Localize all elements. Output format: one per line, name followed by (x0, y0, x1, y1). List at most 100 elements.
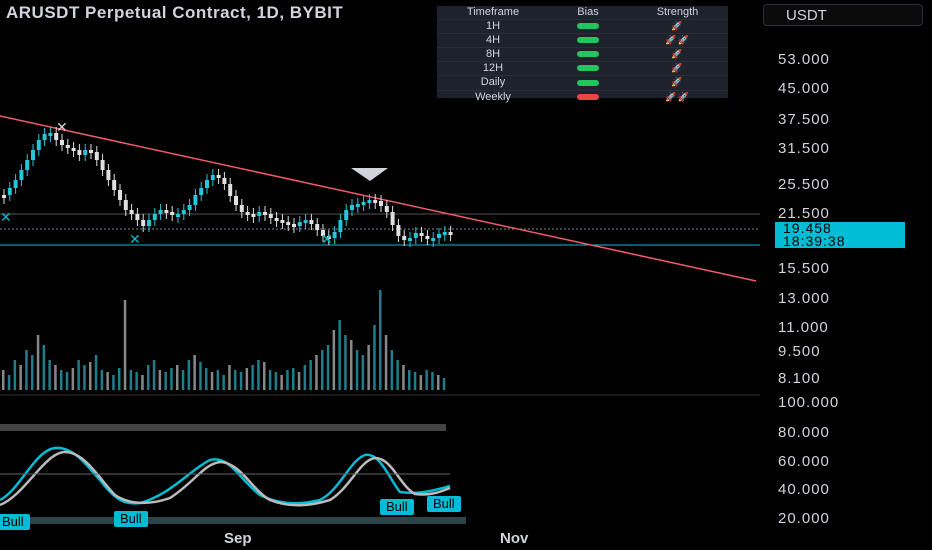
candle-body (448, 232, 453, 235)
candle-body (181, 210, 186, 214)
volume-bar (176, 365, 179, 390)
sell-marker (351, 168, 388, 181)
candle-body (19, 170, 24, 180)
bias-row-8h: 8H 🚀 (437, 47, 728, 61)
volume-bar (112, 375, 115, 390)
candle-body (303, 220, 308, 223)
bull-pill-icon (577, 37, 599, 44)
price-chart[interactable]: ✕ ✕ ✕ ✕ (0, 0, 760, 550)
volume-bar (158, 370, 162, 390)
candle-body (234, 196, 238, 205)
bull-pill-icon (577, 65, 599, 72)
bias-table: Timeframe Bias Strength 1H 🚀 4H 🚀🚀 8H 🚀 … (437, 6, 728, 103)
candle-body (94, 152, 99, 160)
currency-button[interactable]: USDT (763, 4, 923, 26)
volume-bar (413, 372, 417, 390)
volume-bar (135, 372, 138, 390)
candle-body (42, 134, 47, 140)
volume-bar (216, 370, 220, 390)
rocket-icon: 🚀 (671, 63, 684, 74)
volume-bar (239, 372, 243, 390)
bull-pill-icon (577, 79, 599, 86)
candle-body (413, 233, 418, 238)
candle-body (274, 218, 279, 221)
timeframe-label: 1H (485, 20, 501, 33)
oscillator-top-band (0, 424, 446, 431)
candle-body (245, 212, 250, 215)
candle-body (396, 225, 401, 236)
volume-bar (83, 365, 86, 390)
rocket-icon: 🚀 (671, 21, 684, 32)
volume-bar (199, 362, 202, 390)
bull-signal-label: Bull (380, 499, 414, 515)
candle-body (77, 150, 82, 155)
header-strength: Strength (656, 6, 699, 18)
volume-bar (71, 368, 75, 390)
header-timeframe: Timeframe (466, 6, 520, 18)
cross-marker: ✕ (56, 119, 68, 135)
candle-body (309, 220, 314, 224)
candle-body (437, 234, 441, 238)
x-axis-label: Nov (500, 530, 529, 547)
candle-body (106, 170, 111, 180)
candle-body (315, 224, 320, 230)
timeframe-label: 4H (485, 34, 501, 47)
candle-body (419, 233, 424, 236)
price-axis-label: 37.500 (778, 111, 830, 128)
volume-bar (257, 360, 260, 390)
candle-body (228, 184, 233, 196)
candle-body (83, 150, 88, 155)
rocket-icon: 🚀🚀 (665, 91, 690, 102)
volume-bar (245, 368, 249, 390)
candle-body (112, 180, 117, 190)
price-axis-label: 15.500 (778, 260, 830, 277)
oscillator-axis-label: 60.000 (778, 453, 830, 470)
price-axis-label: 11.000 (778, 319, 829, 336)
volume-bar (193, 355, 196, 390)
x-axis-label: Sep (224, 530, 252, 547)
rocket-icon: 🚀 (671, 49, 684, 60)
candle-body (60, 140, 64, 145)
candle-body (65, 145, 70, 148)
volume-bar (408, 370, 411, 390)
candle-body (379, 201, 383, 206)
volume-bar (89, 362, 92, 390)
volume-bar (361, 355, 365, 390)
candle-body (100, 160, 105, 170)
oscillator-line (0, 446, 451, 505)
candle-body (2, 195, 6, 198)
bull-signal-label: Bull (0, 514, 30, 530)
candle-body (129, 210, 134, 214)
candle-body (384, 206, 389, 212)
bias-row-12h: 12H 🚀 (437, 61, 728, 75)
volume-bar (31, 355, 34, 390)
volume-bar (187, 360, 191, 390)
candle-body (54, 133, 59, 140)
candle-body (158, 210, 163, 214)
volume-bar (390, 350, 394, 390)
current-price: 19.458 (783, 220, 832, 236)
cross-marker: ✕ (129, 231, 141, 247)
volume-bar (48, 360, 51, 390)
candle-body (210, 175, 215, 180)
volume-bar (338, 320, 341, 390)
candle-body (164, 210, 169, 213)
volume-group (2, 290, 446, 390)
volume-bar (94, 355, 98, 390)
bull-pill-icon (577, 23, 599, 30)
volume-bar (100, 370, 104, 390)
candle-body (147, 220, 151, 226)
volume-bar (431, 372, 434, 390)
volume-bar (268, 370, 272, 390)
candle-body (31, 150, 35, 160)
volume-bar (7, 375, 11, 390)
candle-countdown: 18:39:38 (783, 233, 846, 249)
volume-bar (19, 365, 22, 390)
timeframe-label: Daily (480, 76, 506, 89)
trendline (0, 115, 757, 282)
volume-bar (419, 375, 423, 390)
bias-row-weekly: Weekly 🚀🚀 (437, 89, 728, 104)
candle-body (222, 178, 227, 184)
candle-body (431, 238, 436, 241)
candle-body (199, 188, 204, 195)
